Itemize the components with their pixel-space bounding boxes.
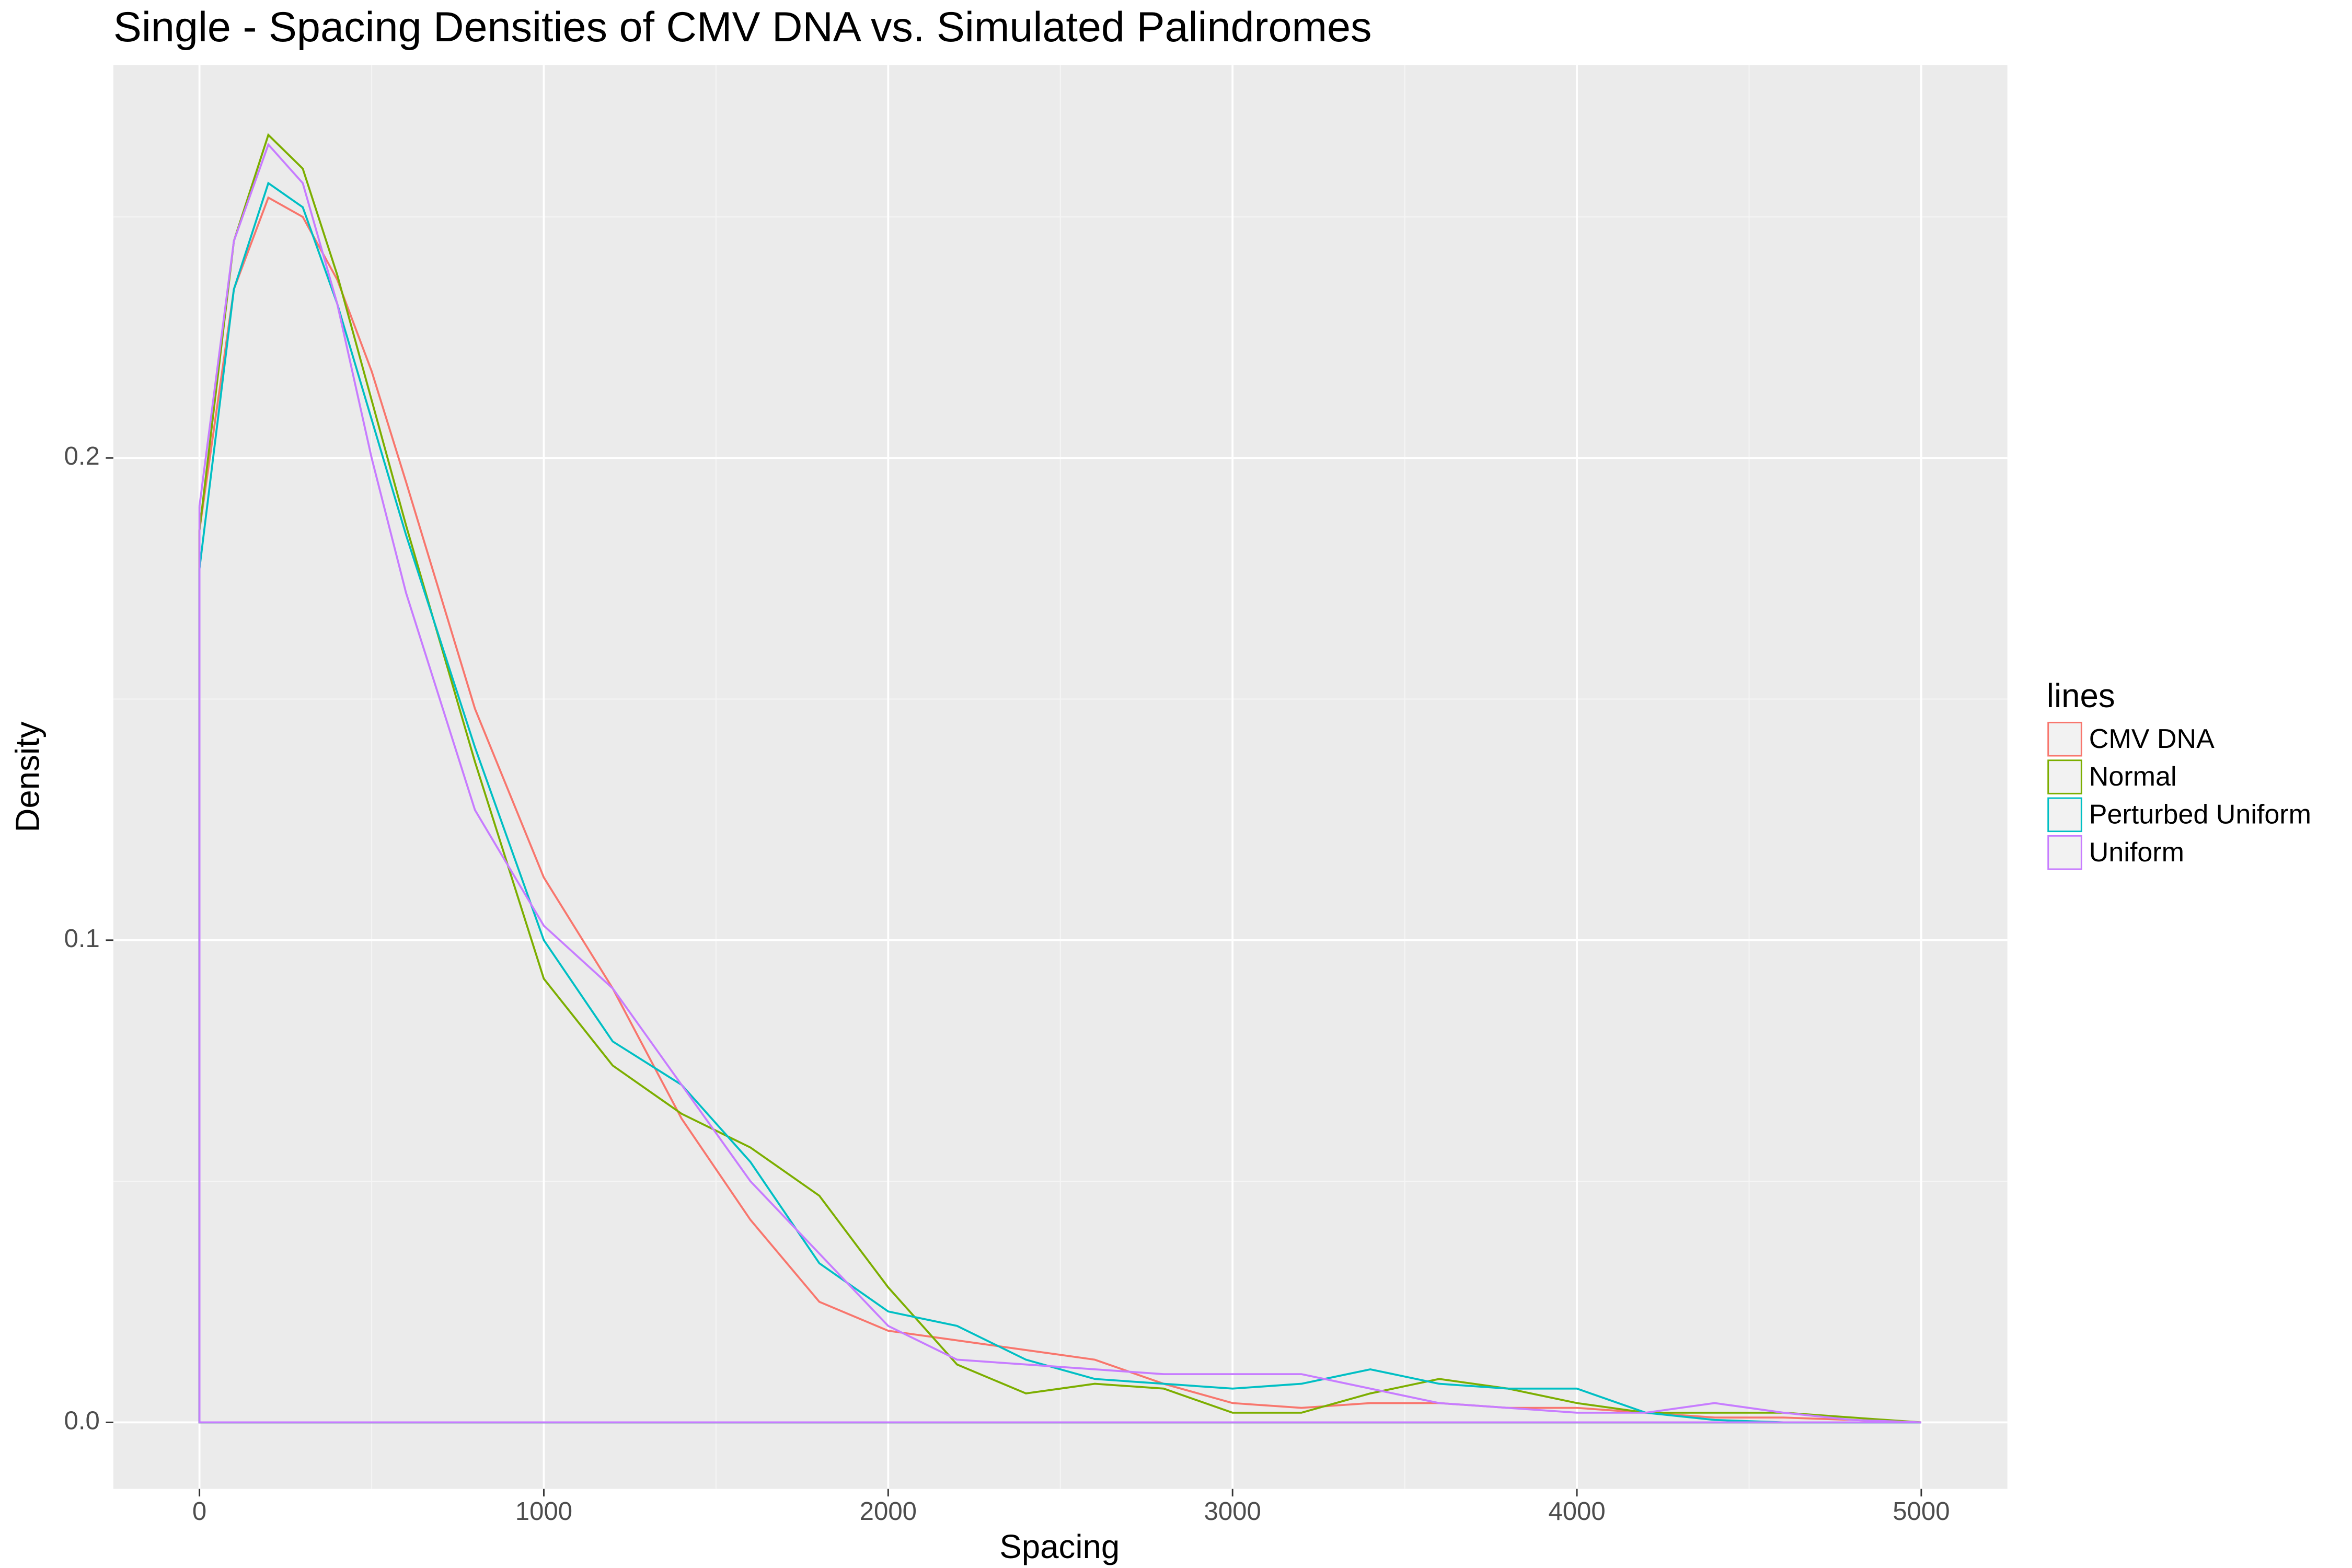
legend-key — [2047, 835, 2082, 870]
x-tick-label: 1000 — [515, 1497, 572, 1526]
y-tick-label: 0.2 — [64, 442, 100, 470]
legend-label: Uniform — [2089, 837, 2184, 868]
y-tick-label: 0.1 — [64, 924, 100, 953]
x-tick-label: 0 — [192, 1497, 206, 1526]
legend-label: CMV DNA — [2089, 724, 2215, 754]
legend-key — [2047, 797, 2082, 833]
x-tick-label: 4000 — [1548, 1497, 1605, 1526]
legend-label: Perturbed Uniform — [2089, 799, 2311, 829]
legend-title: lines — [2047, 677, 2115, 714]
chart-title: Single - Spacing Densities of CMV DNA vs… — [113, 4, 1372, 51]
legend-key — [2047, 759, 2082, 794]
density-line — [198, 133, 1922, 1424]
x-tick-label: 5000 — [1893, 1497, 1950, 1526]
density-line — [198, 142, 1921, 1424]
density-line — [198, 181, 1921, 1424]
legend-key — [2047, 721, 2082, 757]
y-tick-label: 0.0 — [64, 1406, 100, 1435]
x-tick-label: 3000 — [1204, 1497, 1261, 1526]
x-axis-label: Spacing — [999, 1528, 1120, 1565]
density-line — [198, 196, 1921, 1424]
legend: CMV DNA Normal Perturbed Uniform Uniform — [2047, 721, 2311, 870]
density-baseline — [198, 506, 1921, 1424]
legend-label: Normal — [2089, 762, 2177, 792]
y-axis-label: Density — [9, 721, 47, 832]
x-tick-label: 2000 — [860, 1497, 917, 1526]
plot-lines — [198, 133, 1922, 1424]
